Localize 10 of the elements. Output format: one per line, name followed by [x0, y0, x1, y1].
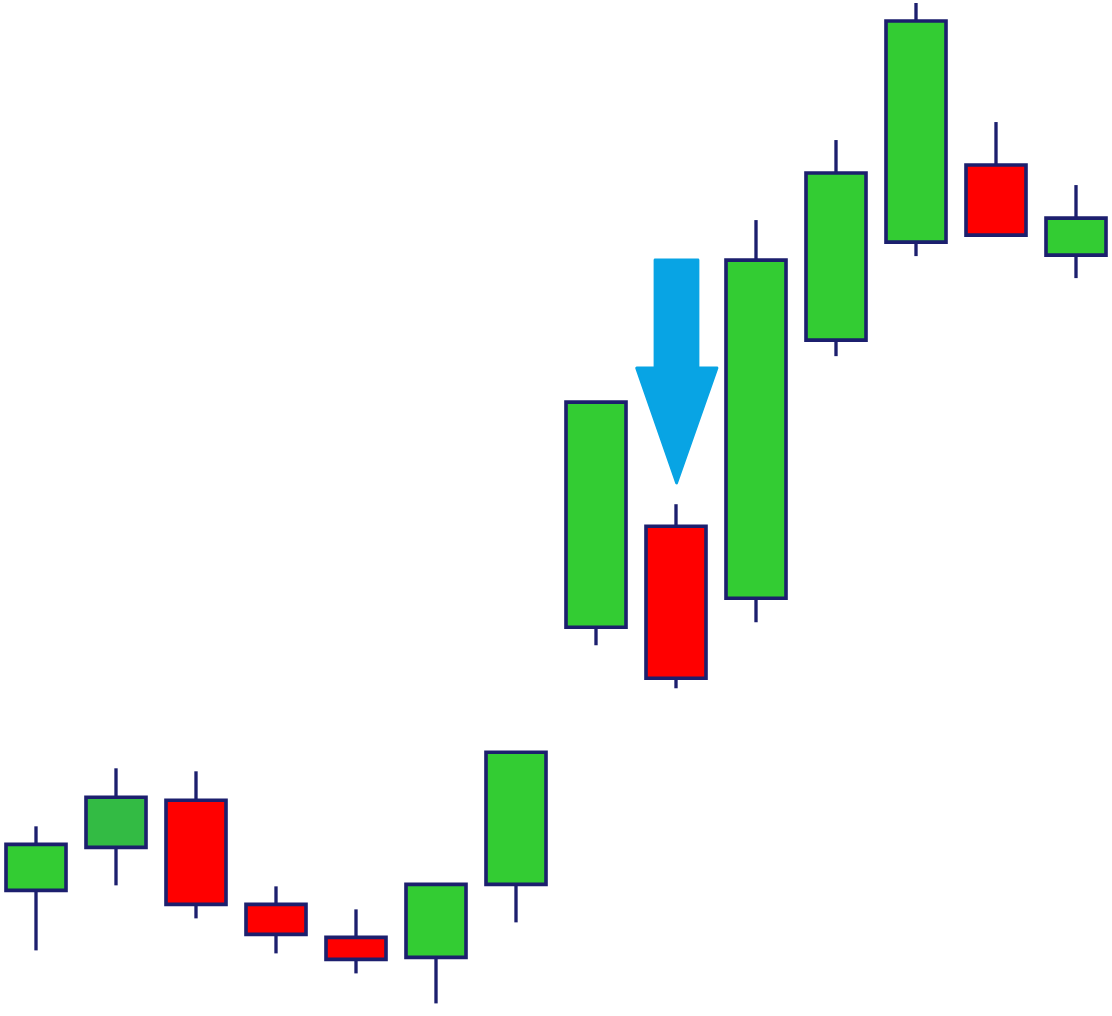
candlestick: [4, 824, 68, 953]
candlestick: [804, 138, 868, 358]
candlestick: [164, 769, 228, 921]
candlestick: [324, 907, 388, 976]
candlestick: [244, 884, 308, 956]
candlestick: [1044, 183, 1108, 280]
candlestick: [884, 1, 948, 258]
candlestick: [644, 502, 708, 690]
candlestick: [84, 766, 148, 888]
candlestick: [724, 218, 788, 624]
